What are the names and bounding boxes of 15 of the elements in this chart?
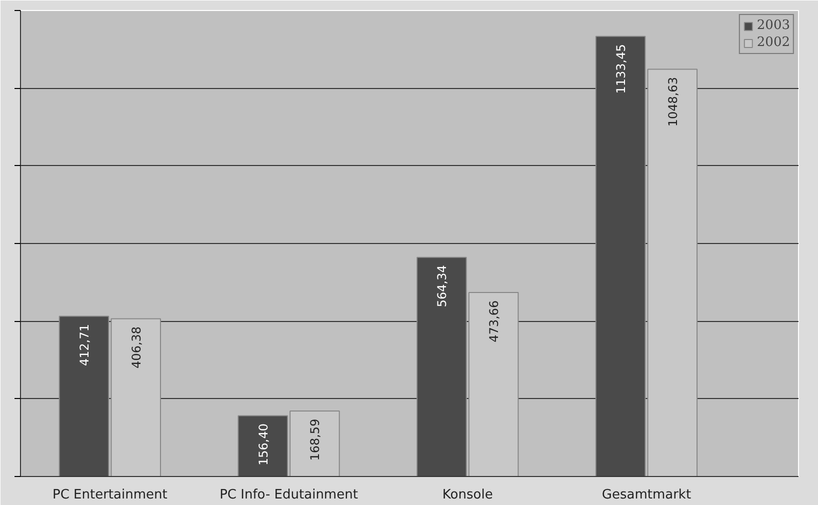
data-label: 564,34: [435, 265, 450, 308]
data-label: 406,38: [129, 326, 144, 368]
bar: [595, 36, 646, 476]
data-label: 1133,45: [614, 44, 628, 94]
data-label: 473,66: [487, 300, 502, 342]
data-label: 412,71: [77, 324, 92, 366]
legend-label: 2002: [756, 35, 790, 50]
data-label: 168,59: [308, 418, 322, 461]
x-tick-label: PC Entertainment: [52, 488, 168, 502]
x-tick-label: PC Info- Edutainment: [220, 488, 358, 502]
data-label: 156,40: [256, 424, 270, 466]
legend-label: 2003: [756, 18, 790, 33]
data-label: 1048,63: [666, 77, 680, 127]
x-tick-label: Gesamtmarkt: [602, 488, 692, 502]
x-tick-label: Konsole: [442, 488, 493, 502]
